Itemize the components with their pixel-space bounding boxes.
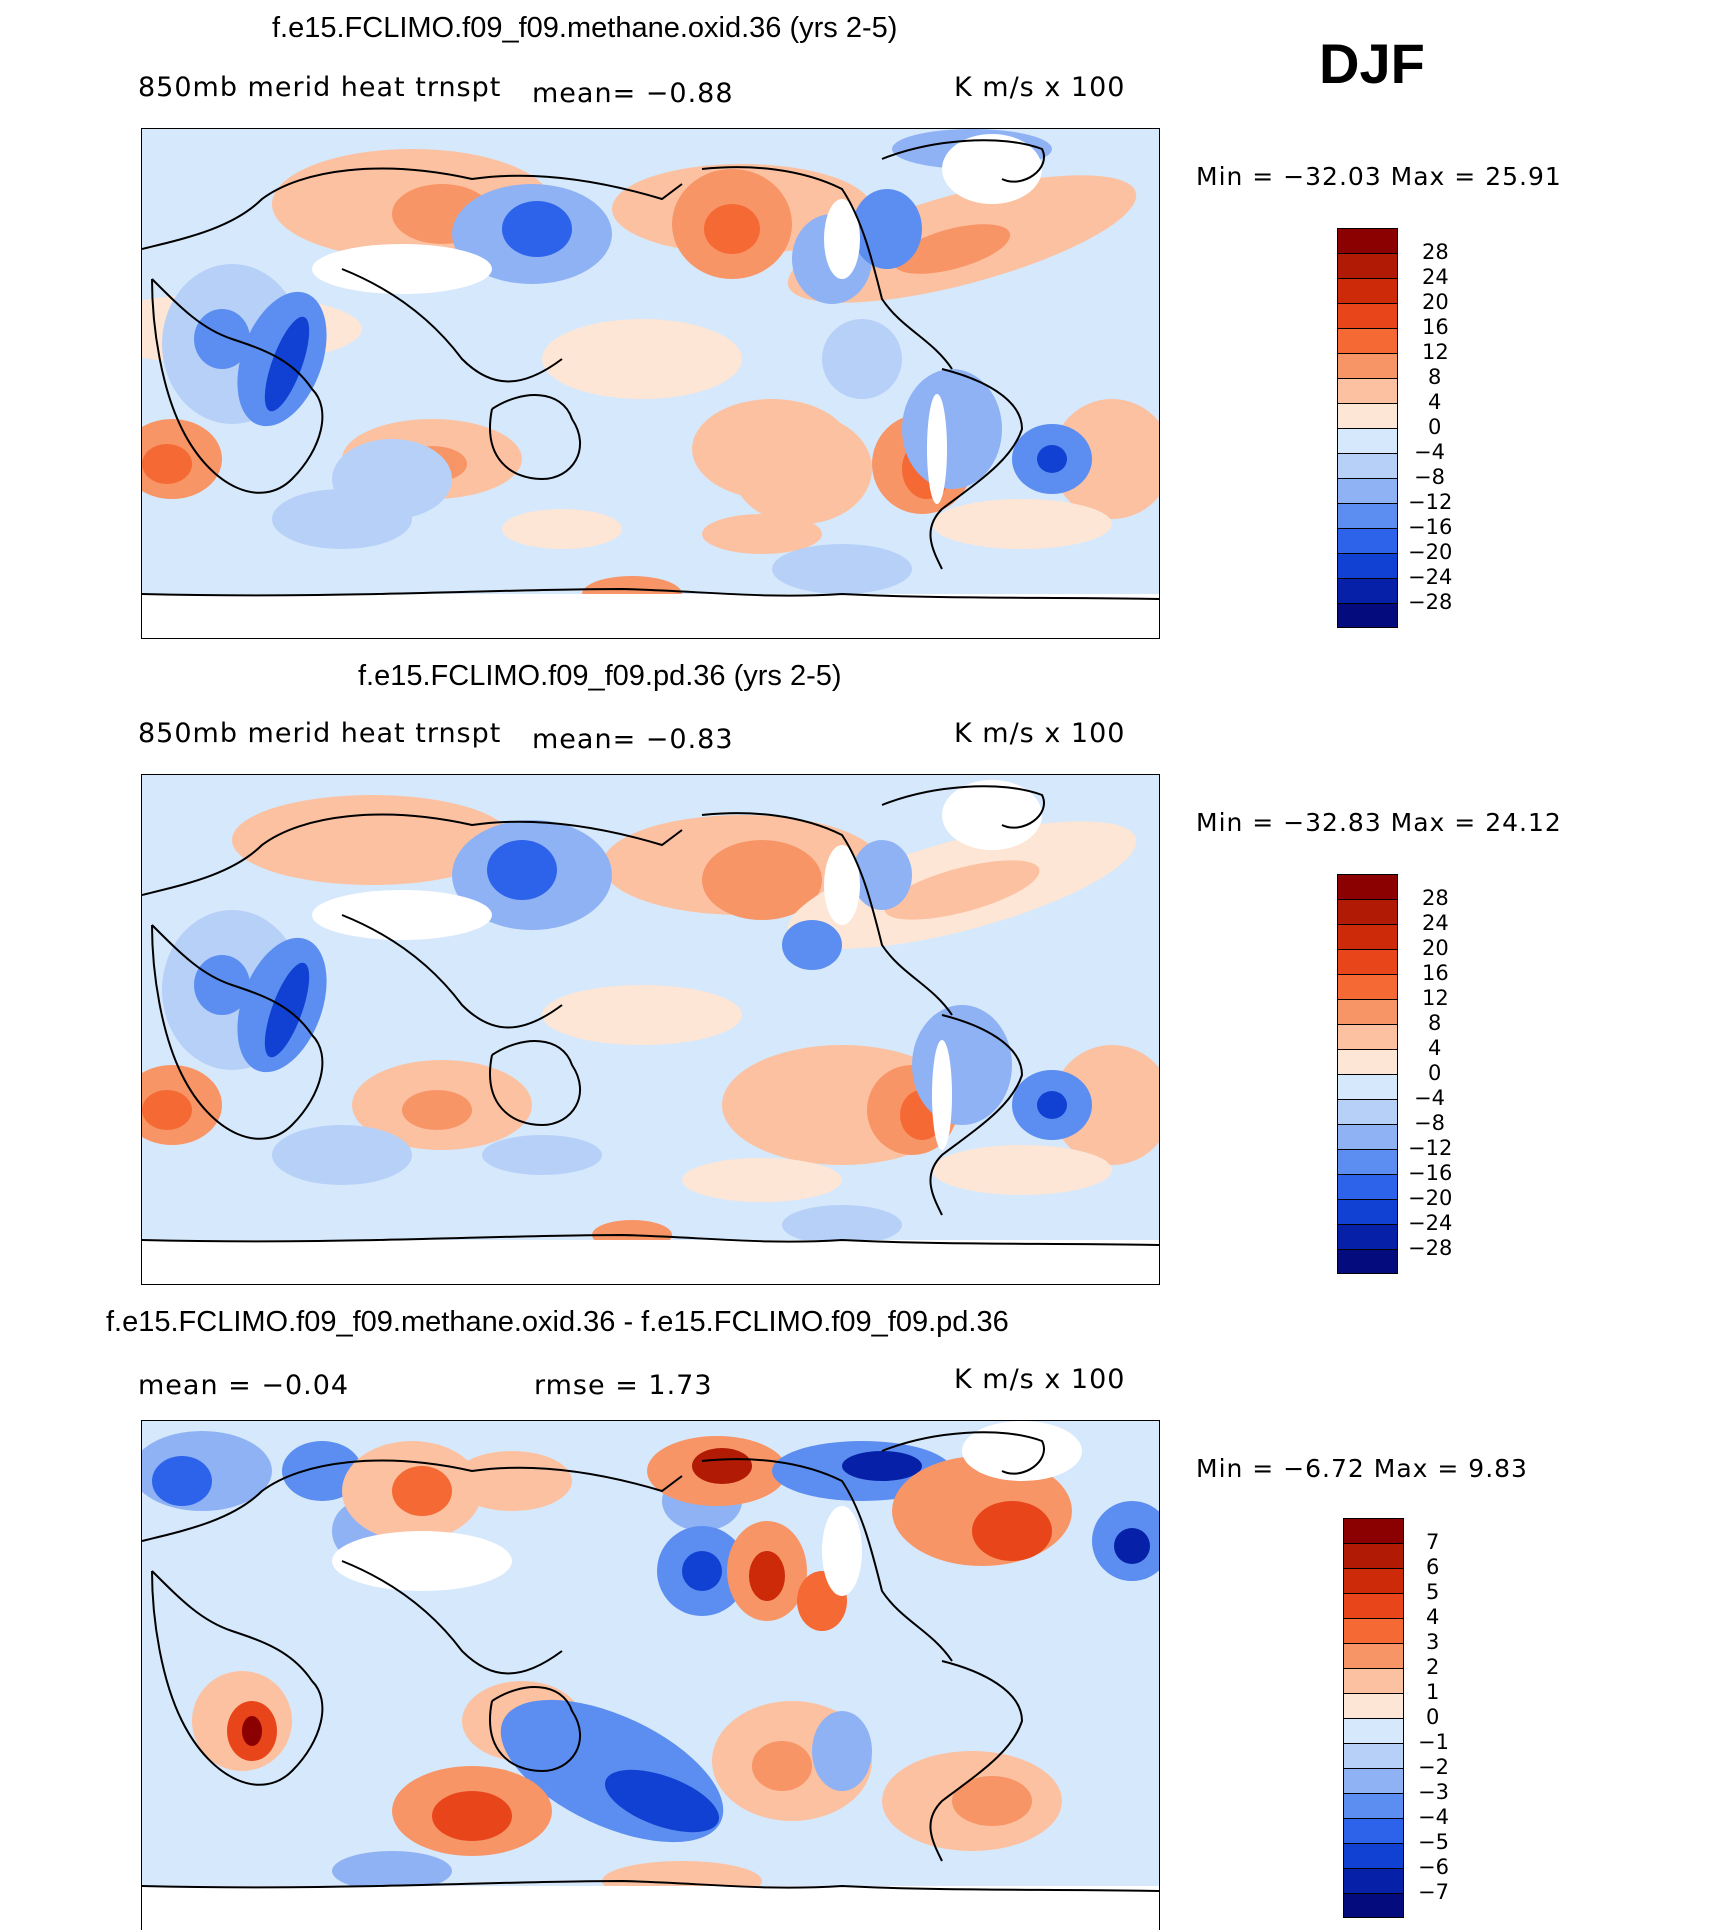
colorbar-label: 20 xyxy=(1422,290,1449,314)
colorbar-label: 4 xyxy=(1428,390,1442,414)
panel3-minmax: Min = −6.72 Max = 9.83 xyxy=(1196,1454,1528,1483)
colorbar-label: −20 xyxy=(1408,1186,1453,1210)
panel1-units: K m/s x 100 xyxy=(954,72,1126,103)
colorbar-label: −4 xyxy=(1414,1086,1445,1110)
colorbar-label: 8 xyxy=(1428,1011,1442,1035)
panel1-variable: 850mb merid heat trnspt xyxy=(138,72,502,103)
colorbar-label: 20 xyxy=(1422,936,1449,960)
colorbar-label: 2 xyxy=(1426,1655,1440,1679)
panel3-field xyxy=(142,1421,1159,1930)
colorbar-label: −12 xyxy=(1408,490,1453,514)
colorbar-label: 3 xyxy=(1426,1630,1440,1654)
panel2-map xyxy=(141,774,1160,1285)
colorbar-label: −8 xyxy=(1414,465,1445,489)
panel2-title: f.e15.FCLIMO.f09_f09.pd.36 (yrs 2-5) xyxy=(358,660,842,692)
colorbar-label: −8 xyxy=(1414,1111,1445,1135)
colorbar-label: 0 xyxy=(1428,1061,1442,1085)
panel3-map xyxy=(141,1420,1160,1930)
colorbar-label: −12 xyxy=(1408,1136,1453,1160)
colorbar-label: −16 xyxy=(1408,1161,1453,1185)
colorbar-label: 16 xyxy=(1422,961,1449,985)
panel1-minmax: Min = −32.03 Max = 25.91 xyxy=(1196,162,1562,191)
colorbar-label: 24 xyxy=(1422,265,1449,289)
colorbar-label: −2 xyxy=(1418,1755,1449,1779)
colorbar-label: 1 xyxy=(1426,1680,1440,1704)
panel1-title: f.e15.FCLIMO.f09_f09.methane.oxid.36 (yr… xyxy=(272,12,898,44)
colorbar-label: −28 xyxy=(1408,590,1453,614)
colorbar-label: 0 xyxy=(1426,1705,1440,1729)
colorbar-label: 28 xyxy=(1422,240,1449,264)
colorbar-label: −24 xyxy=(1408,565,1453,589)
colorbar-label: −5 xyxy=(1418,1830,1449,1854)
colorbar-label: −28 xyxy=(1408,1236,1453,1260)
panel3-units: K m/s x 100 xyxy=(954,1364,1126,1395)
colorbar-label: −3 xyxy=(1418,1780,1449,1804)
colorbar-label: −24 xyxy=(1408,1211,1453,1235)
colorbar-label: 12 xyxy=(1422,986,1449,1010)
colorbar-label: −4 xyxy=(1414,440,1445,464)
panel2-colorbar xyxy=(1337,874,1398,1274)
panel2-variable: 850mb merid heat trnspt xyxy=(138,718,502,749)
colorbar-label: −1 xyxy=(1418,1730,1449,1754)
colorbar-label: 8 xyxy=(1428,365,1442,389)
panel1-mean: mean= −0.88 xyxy=(532,78,734,109)
colorbar-label: 0 xyxy=(1428,415,1442,439)
colorbar-label: −20 xyxy=(1408,540,1453,564)
colorbar-label: 28 xyxy=(1422,886,1449,910)
panel2-field xyxy=(142,775,1159,1284)
colorbar-label: 24 xyxy=(1422,911,1449,935)
colorbar-label: 4 xyxy=(1426,1605,1440,1629)
panel1-colorbar xyxy=(1337,228,1398,628)
panel2-mean: mean= −0.83 xyxy=(532,724,734,755)
colorbar-label: 16 xyxy=(1422,315,1449,339)
colorbar-label: 7 xyxy=(1426,1530,1440,1554)
colorbar-label: 5 xyxy=(1426,1580,1440,1604)
colorbar-label: 12 xyxy=(1422,340,1449,364)
colorbar-label: −16 xyxy=(1408,515,1453,539)
panel1-field xyxy=(142,129,1159,638)
colorbar-label: −6 xyxy=(1418,1855,1449,1879)
panel2-minmax: Min = −32.83 Max = 24.12 xyxy=(1196,808,1562,837)
panel3-rmse: rmse = 1.73 xyxy=(534,1370,713,1401)
panel3-colorbar xyxy=(1343,1518,1404,1918)
season-label: DJF xyxy=(1319,32,1425,95)
panel1-map xyxy=(141,128,1160,639)
colorbar-label: −7 xyxy=(1418,1880,1449,1904)
colorbar-label: 6 xyxy=(1426,1555,1440,1579)
panel3-title: f.e15.FCLIMO.f09_f09.methane.oxid.36 - f… xyxy=(106,1306,1009,1338)
panel3-mean: mean = −0.04 xyxy=(138,1370,350,1401)
panel2-units: K m/s x 100 xyxy=(954,718,1126,749)
colorbar-label: 4 xyxy=(1428,1036,1442,1060)
colorbar-label: −4 xyxy=(1418,1805,1449,1829)
